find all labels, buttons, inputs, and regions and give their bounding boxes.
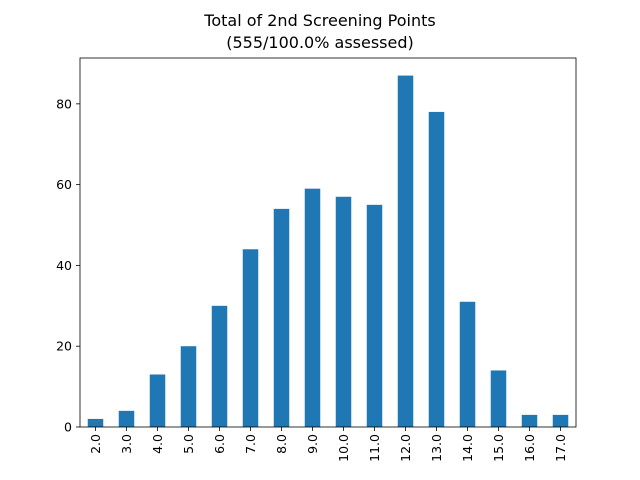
x-tick-label: 14.0: [460, 434, 475, 462]
bar: [366, 204, 383, 427]
y-tick-label: 80: [56, 96, 72, 111]
bar: [149, 374, 166, 427]
x-tick-label: 3.0: [119, 434, 134, 454]
x-tick-label: 7.0: [243, 434, 258, 454]
x-tick-label: 5.0: [181, 434, 196, 454]
chart-title: Total of 2nd Screening Points: [204, 11, 436, 30]
x-tick-label: 16.0: [522, 434, 537, 462]
y-axis: 0 20 40 60 80: [56, 96, 80, 435]
bar-series: [87, 75, 569, 428]
bar: [242, 249, 259, 427]
chart-subtitle: (555/100.0% assessed): [226, 33, 414, 52]
bar: [335, 196, 352, 427]
bar: [397, 75, 414, 428]
y-tick-label: 40: [56, 258, 72, 273]
x-tick-label: 10.0: [336, 434, 351, 462]
x-tick-label: 8.0: [274, 434, 289, 454]
x-tick-label: 11.0: [367, 434, 382, 462]
y-tick-label: 60: [56, 177, 72, 192]
x-tick-label: 15.0: [491, 434, 506, 462]
bar: [521, 414, 538, 427]
bar: [87, 418, 104, 427]
x-tick-label: 13.0: [429, 434, 444, 462]
bar: [459, 301, 476, 427]
bar: [273, 208, 290, 427]
bar: [118, 410, 135, 427]
bar: [211, 305, 228, 427]
x-tick-label: 2.0: [88, 434, 103, 454]
bar: [304, 188, 321, 427]
x-tick-label: 4.0: [150, 434, 165, 454]
bar: [180, 346, 197, 427]
x-tick-label: 17.0: [553, 434, 568, 462]
bar: [428, 111, 445, 427]
x-tick-label: 6.0: [212, 434, 227, 454]
y-tick-label: 20: [56, 339, 72, 354]
x-axis: 2.0 3.0 4.0 5.0 6.0 7.0 8.0 9.0 10.0 11.0 12.0 13.0…: [88, 427, 568, 462]
bar: [490, 370, 507, 427]
plot-frame: [79, 57, 577, 428]
bar: [552, 414, 569, 427]
x-tick-label: 9.0: [305, 434, 320, 454]
x-tick-label: 12.0: [398, 434, 413, 462]
y-tick-label: 0: [64, 420, 72, 435]
